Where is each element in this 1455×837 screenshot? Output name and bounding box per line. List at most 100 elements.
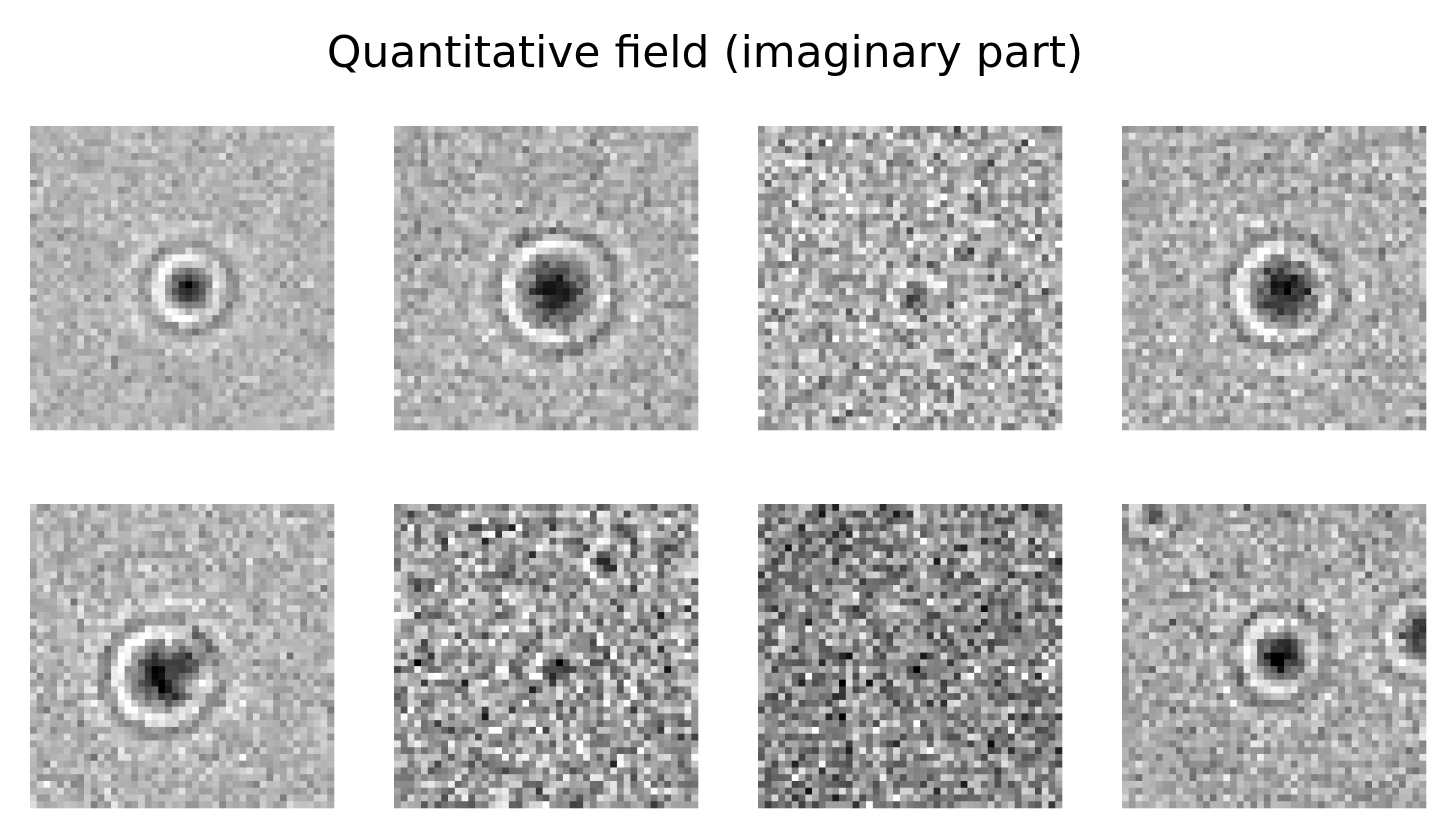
pixel — [219, 207, 226, 214]
pixel — [624, 349, 631, 356]
pixel — [873, 234, 880, 241]
pixel — [280, 315, 287, 322]
pixel — [212, 180, 219, 187]
pixel — [421, 167, 428, 174]
pixel — [657, 254, 664, 261]
pixel — [502, 160, 509, 167]
pixel — [495, 187, 502, 194]
pixel — [104, 396, 111, 403]
pixel — [758, 207, 765, 214]
pixel — [84, 416, 91, 423]
pixel — [1055, 126, 1062, 133]
pixel — [253, 187, 260, 194]
pixel — [125, 126, 132, 133]
pixel — [185, 227, 192, 234]
pixel — [280, 187, 287, 194]
pixel — [145, 126, 152, 133]
pixel — [536, 376, 543, 383]
pixel — [300, 416, 307, 423]
pixel — [576, 376, 583, 383]
pixel — [543, 275, 550, 282]
pixel — [266, 403, 273, 410]
pixel — [475, 248, 482, 255]
pixel — [549, 194, 556, 201]
pixel — [98, 194, 105, 201]
pixel — [907, 234, 914, 241]
pixel — [489, 227, 496, 234]
pixel — [947, 133, 954, 140]
pixel — [1028, 187, 1035, 194]
pixel — [1008, 254, 1015, 261]
pixel — [839, 146, 846, 153]
pixel — [320, 261, 327, 268]
pixel — [617, 281, 624, 288]
pixel — [475, 396, 482, 403]
pixel — [239, 261, 246, 268]
pixel — [91, 322, 98, 329]
pixel — [118, 349, 125, 356]
pixel — [805, 140, 812, 147]
pixel — [421, 234, 428, 241]
pixel — [758, 194, 765, 201]
pixel — [165, 207, 172, 214]
pixel — [637, 288, 644, 295]
pixel — [482, 140, 489, 147]
pixel — [462, 342, 469, 349]
pixel — [468, 342, 475, 349]
pixel — [71, 248, 78, 255]
pixel — [145, 180, 152, 187]
pixel — [832, 133, 839, 140]
pixel — [570, 396, 577, 403]
pixel — [199, 207, 206, 214]
pixel — [644, 376, 651, 383]
pixel — [37, 281, 44, 288]
pixel — [98, 423, 105, 430]
pixel — [266, 376, 273, 383]
pixel — [287, 275, 294, 282]
pixel — [657, 207, 664, 214]
pixel — [576, 227, 583, 234]
pixel — [172, 234, 179, 241]
pixel — [1021, 234, 1028, 241]
pixel — [192, 389, 199, 396]
pixel — [300, 200, 307, 207]
pixel — [678, 275, 685, 282]
pixel — [590, 315, 597, 322]
pixel — [401, 389, 408, 396]
pixel — [98, 248, 105, 255]
pixel — [300, 180, 307, 187]
pixel — [778, 180, 785, 187]
pixel — [138, 254, 145, 261]
pixel — [475, 153, 482, 160]
pixel — [30, 416, 37, 423]
pixel — [233, 410, 240, 417]
pixel — [455, 234, 462, 241]
pixel — [583, 241, 590, 248]
pixel — [179, 261, 186, 268]
pixel — [246, 254, 253, 261]
pixel — [583, 180, 590, 187]
pixel — [44, 403, 51, 410]
pixel — [428, 268, 435, 275]
pixel — [1048, 221, 1055, 228]
pixel — [448, 329, 455, 336]
pixel — [408, 160, 415, 167]
pixel — [516, 308, 523, 315]
pixel — [489, 126, 496, 133]
pixel — [246, 281, 253, 288]
pixel — [104, 248, 111, 255]
pixel — [50, 160, 57, 167]
pixel — [84, 160, 91, 167]
pixel — [57, 234, 64, 241]
pixel — [300, 315, 307, 322]
pixel — [253, 146, 260, 153]
pixel — [408, 383, 415, 390]
pixel — [448, 423, 455, 430]
pixel — [138, 322, 145, 329]
pixel — [509, 383, 516, 390]
pixel — [961, 187, 968, 194]
pixel — [482, 416, 489, 423]
pixel — [185, 194, 192, 201]
pixel — [684, 167, 691, 174]
pixel — [172, 342, 179, 349]
